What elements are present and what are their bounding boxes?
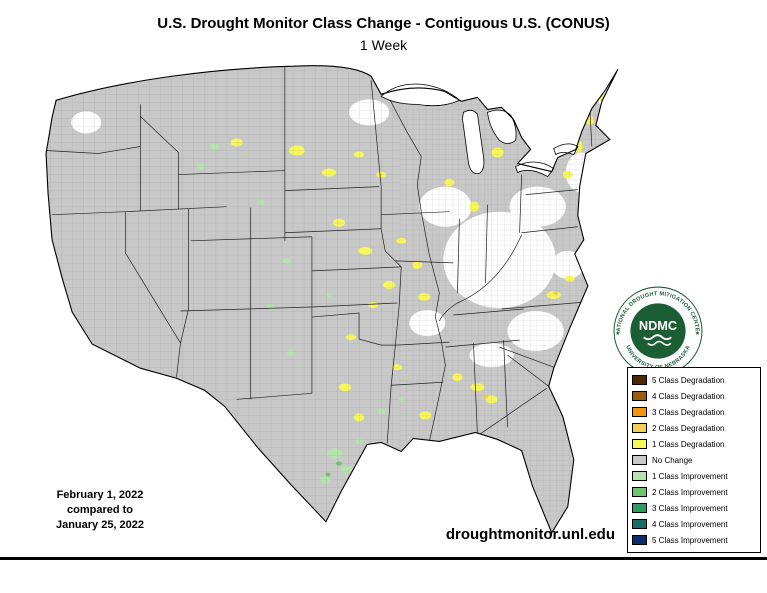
star-separator-icon: ★ [615,330,621,337]
legend-item-label: 1 Class Degradation [652,439,725,449]
water-waves-icon [643,334,672,346]
county-grid-east [399,65,618,533]
ndmc-logo-svg: NATIONAL DROUGHT MITIGATION CENTER UNIVE… [610,280,703,376]
legend-item-label: 4 Class Improvement [652,519,728,529]
county-grid-west [46,65,400,533]
legend-item-label: 5 Class Degradation [652,375,725,385]
legend-item: 5 Class Degradation [632,372,756,388]
comparison-date-current: February 1, 2022 [56,489,144,501]
bottom-divider [0,557,767,560]
website-text: droughtmonitor.unl.edu [445,526,615,543]
legend-swatch [632,503,647,513]
legend-item-label: 2 Class Improvement [652,487,728,497]
legend-item-label: 5 Class Improvement [652,535,728,545]
legend-swatch [632,455,647,465]
legend-item-label: 1 Class Improvement [652,471,728,481]
legend-swatch [632,487,647,497]
legend-item-label: 4 Class Degradation [652,391,725,401]
comparison-date-note: February 1, 2022 compared to January 25,… [36,488,164,533]
legend-swatch [632,391,647,401]
legend-item-label: 2 Class Degradation [652,423,725,433]
legend-swatch [632,471,647,481]
legend-swatch [632,423,647,433]
logo-acronym: NDMC [639,318,677,333]
legend-item: 3 Class Degradation [632,404,756,420]
legend-item-label: 3 Class Improvement [652,503,728,513]
legend-item: 2 Class Improvement [632,484,756,500]
legend-swatch [632,519,647,529]
legend-list: 5 Class Degradation 4 Class Degradation 3 … [632,372,756,548]
legend-item: 1 Class Degradation [632,436,756,452]
conus-map [28,54,640,554]
conus-map-svg [45,65,619,534]
legend-item: 5 Class Improvement [632,532,756,548]
ndmc-logo: NATIONAL DROUGHT MITIGATION CENTER UNIVE… [610,280,704,376]
comparison-date-connector: compared to [66,504,133,516]
legend-box: 5 Class Degradation 4 Class Degradation 3 … [627,367,761,553]
legend-item: 3 Class Improvement [632,500,756,516]
page-title: U.S. Drought Monitor Class Change - Cont… [157,15,610,32]
legend-item: 1 Class Improvement [632,468,756,484]
legend-item: No Change [632,452,756,468]
legend-item-label: 3 Class Degradation [652,407,725,417]
legend-swatch [632,535,647,545]
legend-item: 4 Class Improvement [632,516,756,532]
page-subtitle: 1 Week [359,37,408,53]
legend-swatch [632,375,647,385]
comparison-date-previous: January 25, 2022 [55,519,145,531]
legend-item: 2 Class Degradation [632,420,756,436]
star-separator-icon: ★ [695,330,701,337]
legend-swatch [632,439,647,449]
legend-item-label: No Change [652,455,693,465]
legend-item: 4 Class Degradation [632,388,756,404]
legend-swatch [632,407,647,417]
